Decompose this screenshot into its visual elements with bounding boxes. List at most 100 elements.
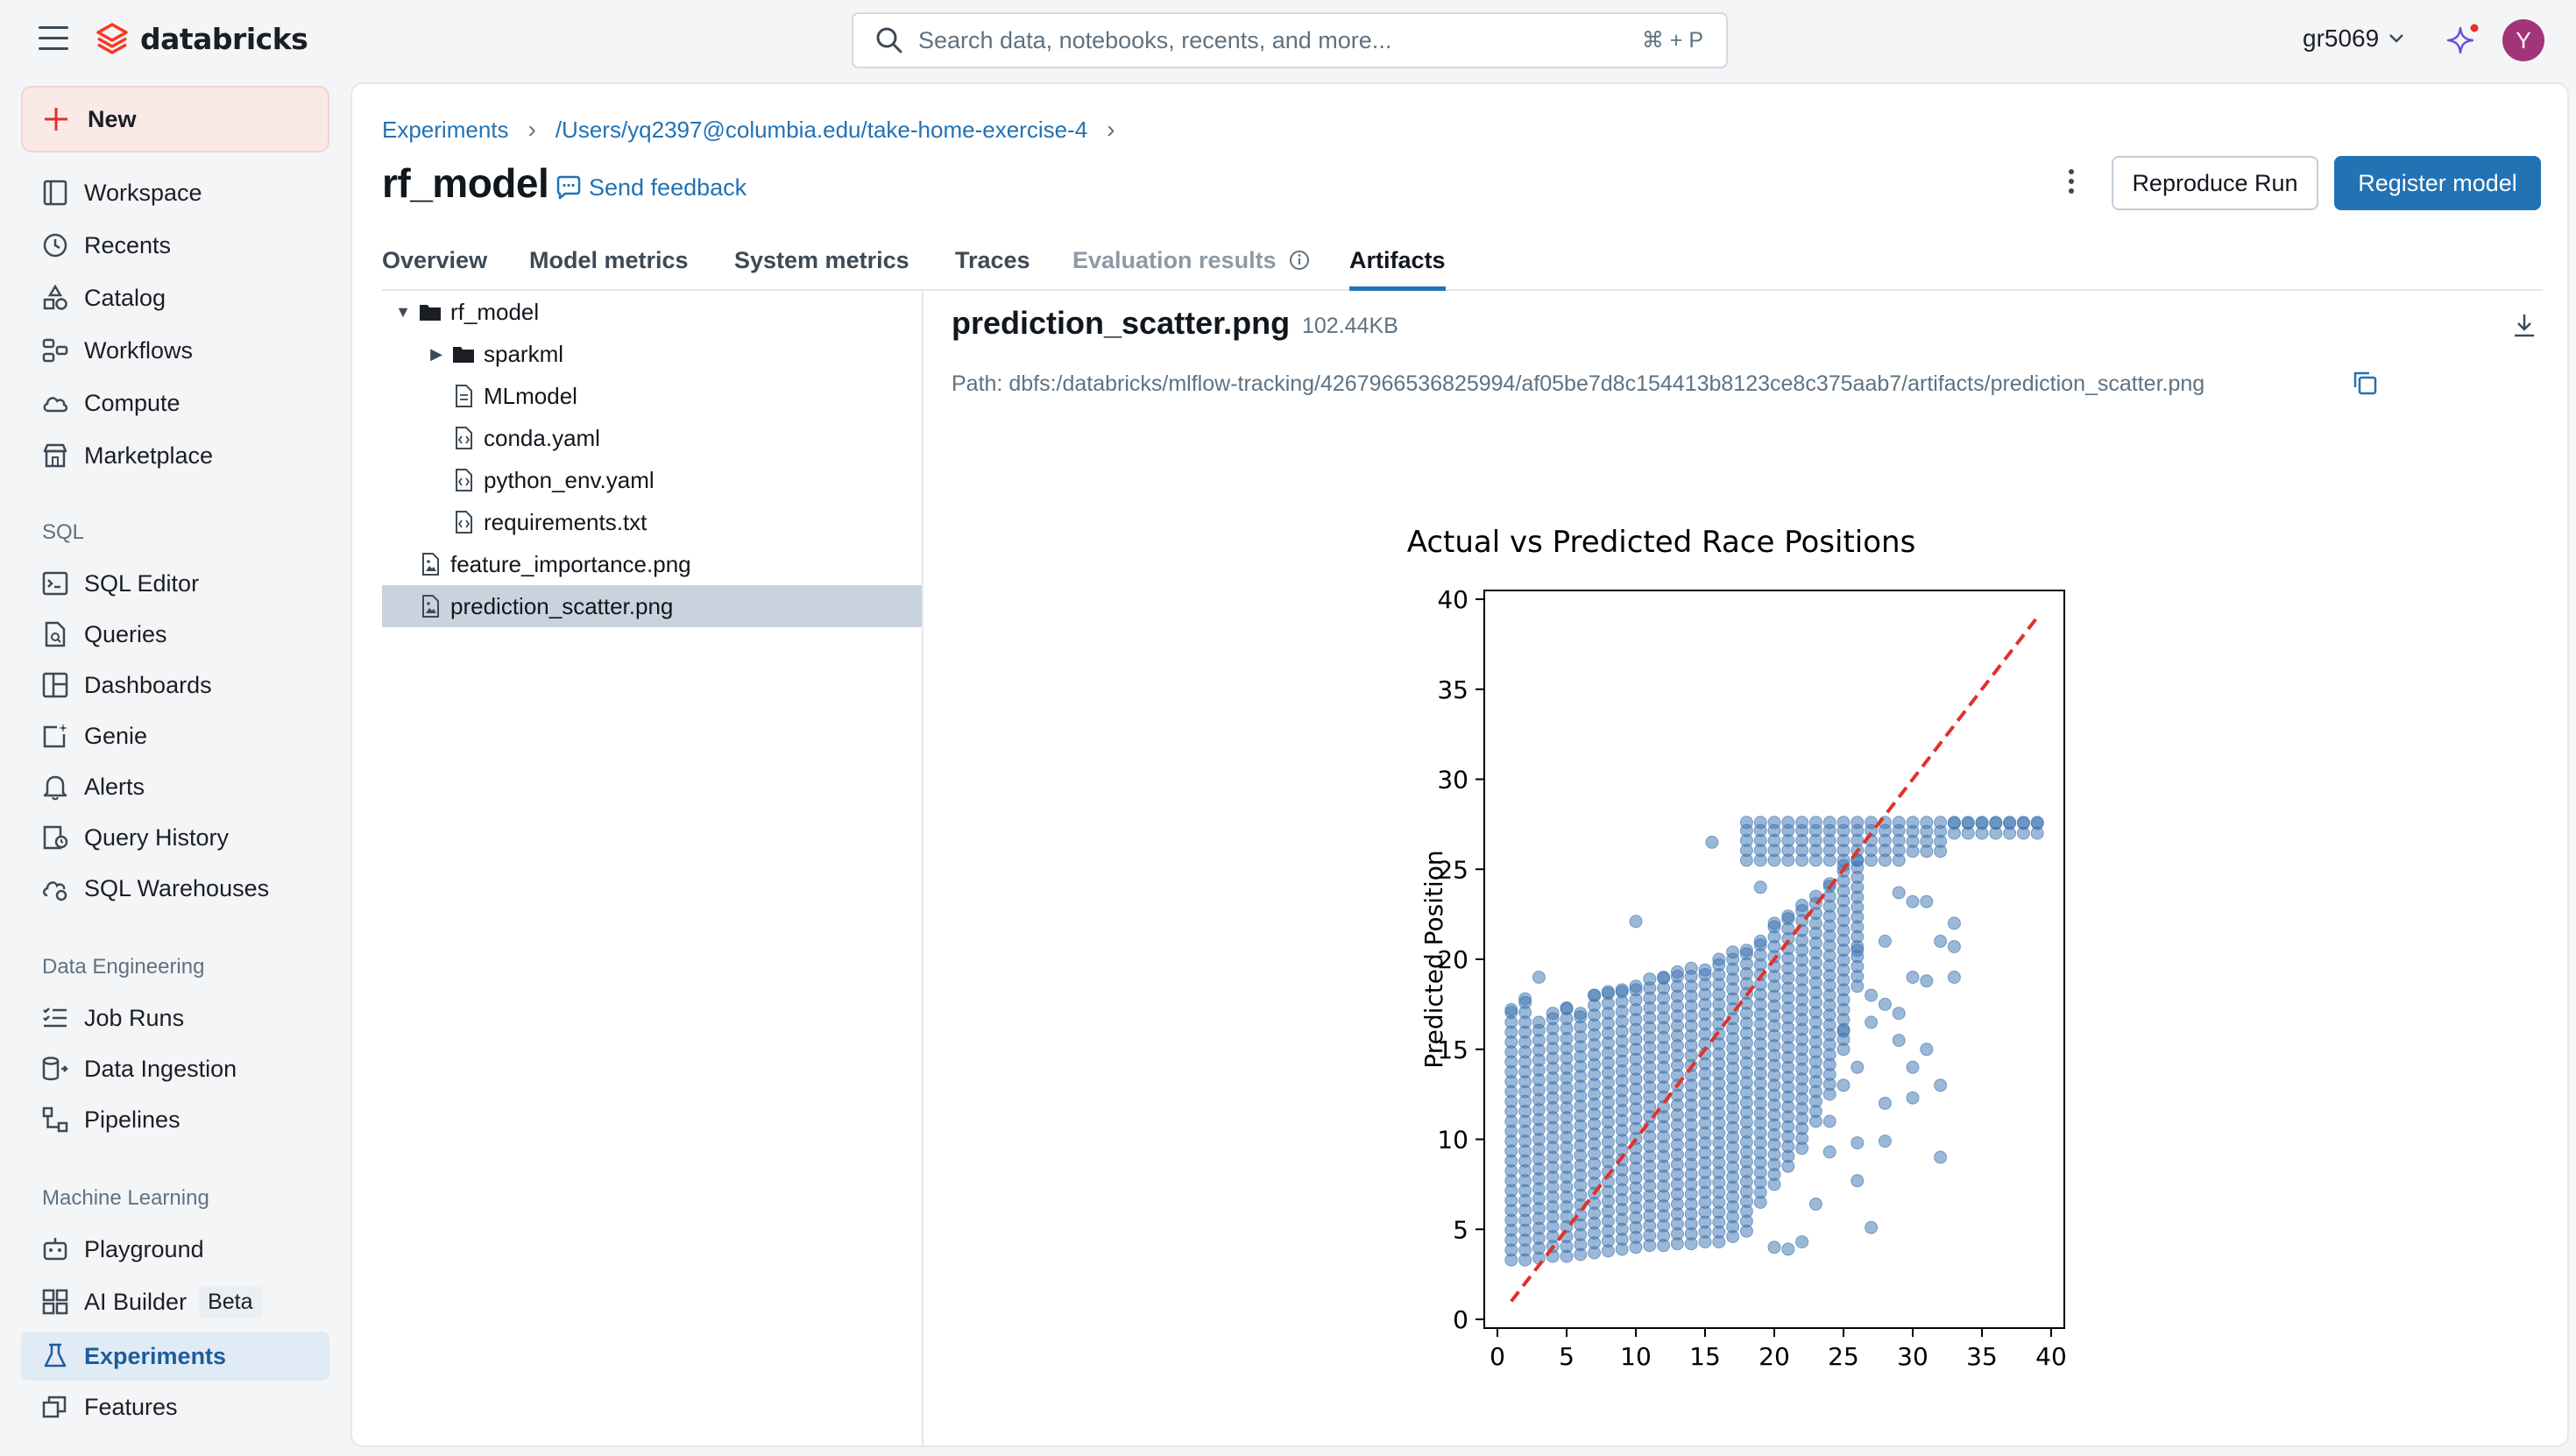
sidebar-item-compute[interactable]: Compute: [21, 378, 329, 428]
image-file-icon: [422, 553, 439, 576]
caret-down-icon: ▼: [395, 302, 411, 321]
sidebar-item-workflows[interactable]: Workflows: [21, 326, 329, 375]
clock-icon: [43, 233, 67, 258]
tree-item-label: requirements.txt: [484, 508, 648, 535]
scatter-point: [1574, 1007, 1588, 1021]
tree-item-label: python_env.yaml: [484, 466, 655, 493]
scatter-point: [1601, 985, 1615, 999]
scatter-point: [1795, 898, 1809, 912]
scatter-point: [1878, 997, 1892, 1011]
sidebar-item-label: Query History: [84, 823, 230, 851]
y-tick-label: 30: [1437, 766, 1468, 795]
sidebar-item-sql-warehouses[interactable]: SQL Warehouses: [21, 864, 329, 913]
reproduce-run-button[interactable]: Reproduce Run: [2112, 156, 2318, 210]
sidebar-item-alerts[interactable]: Alerts: [21, 762, 329, 811]
scatter-point: [1753, 880, 1767, 894]
bell-icon: [43, 775, 67, 801]
breadcrumb-experiments-link[interactable]: Experiments: [382, 116, 509, 143]
top-bar: databricks Search data, notebooks, recen…: [0, 0, 2576, 81]
tree-item-prediction-scatter-png[interactable]: prediction_scatter.png: [382, 585, 922, 627]
tree-item-mlmodel[interactable]: MLmodel: [382, 375, 922, 417]
download-icon[interactable]: [2509, 310, 2539, 340]
code-file-icon: [456, 469, 472, 491]
y-tick-label: 20: [1437, 945, 1468, 974]
sidebar-item-label: SQL Editor: [84, 569, 200, 597]
scatter-point: [1865, 1220, 1879, 1234]
plus-icon: [45, 108, 67, 131]
sidebar-item-genie[interactable]: Genie: [21, 711, 329, 760]
scatter-point: [1892, 1034, 1906, 1047]
workspace-user-dropdown[interactable]: gr5069: [2303, 25, 2405, 53]
scatter-point: [1920, 1043, 1934, 1057]
global-search-input[interactable]: Search data, notebooks, recents, and mor…: [852, 12, 1728, 68]
tab-evaluation-results[interactable]: Evaluation results: [1072, 247, 1311, 291]
scatter-point: [1698, 963, 1712, 977]
artifact-file-size: 102.44KB: [1302, 314, 1398, 338]
cloud-icon: [43, 397, 68, 413]
scatter-point: [1947, 940, 1961, 954]
scatter-point: [1906, 1091, 1920, 1105]
tree-item-rf-model[interactable]: ▼ rf_model: [382, 291, 922, 333]
scatter-point: [1739, 944, 1753, 958]
scatter-point: [1878, 1134, 1892, 1149]
breadcrumb-experiment-link[interactable]: /Users/yq2397@columbia.edu/take-home-exe…: [555, 116, 1088, 143]
sidebar-item-label: Genie: [84, 722, 148, 749]
sidebar-item-dashboards[interactable]: Dashboards: [21, 661, 329, 710]
send-feedback-link[interactable]: Send feedback: [554, 173, 747, 201]
menu-icon[interactable]: [39, 26, 68, 53]
tree-item-label: feature_importance.png: [450, 550, 691, 577]
y-tick-label: 0: [1453, 1305, 1468, 1334]
scatter-point: [1865, 1015, 1879, 1029]
scatter-point: [1906, 971, 1920, 984]
scatter-point: [1836, 1078, 1851, 1092]
tree-item-sparkml[interactable]: ▶ sparkml: [382, 333, 922, 375]
tree-item-feature-importance-png[interactable]: feature_importance.png: [382, 543, 922, 585]
sidebar-item-experiments[interactable]: Experiments: [21, 1332, 329, 1381]
sidebar-item-label: Queries: [84, 620, 167, 647]
scatter-point: [1836, 816, 1851, 830]
new-button-label: New: [88, 105, 137, 132]
register-model-button[interactable]: Register model: [2334, 156, 2541, 210]
sidebar-item-pipelines[interactable]: Pipelines: [21, 1095, 329, 1144]
avatar[interactable]: Y: [2502, 19, 2544, 61]
sidebar-item-playground[interactable]: Playground: [21, 1225, 329, 1274]
tab-traces[interactable]: Traces: [955, 247, 1030, 273]
sidebar-item-catalog[interactable]: Catalog: [21, 273, 329, 322]
sidebar-item-label: Recents: [84, 231, 172, 258]
sidebar-item-features[interactable]: Features: [21, 1382, 329, 1431]
tab-overview[interactable]: Overview: [382, 247, 488, 273]
databricks-logo[interactable]: databricks: [95, 21, 308, 56]
chart-y-axis-label: Predicted Position: [1419, 850, 1448, 1068]
assistant-sparkle-icon[interactable]: [2443, 21, 2481, 60]
chevron-right-icon: ›: [1107, 116, 1115, 143]
tab-system-metrics[interactable]: System metrics: [734, 247, 909, 273]
tree-item-requirements-txt[interactable]: requirements.txt: [382, 501, 922, 543]
sidebar-item-marketplace[interactable]: Marketplace: [21, 431, 329, 480]
sidebar-item-label: Job Runs: [84, 1004, 185, 1031]
tree-item-conda-yaml[interactable]: conda.yaml: [382, 417, 922, 459]
sidebar-item-ai-builder[interactable]: AI Builder Beta: [21, 1277, 329, 1326]
sidebar-item-recents[interactable]: Recents: [21, 221, 329, 270]
scatter-point: [1726, 945, 1740, 959]
tree-item-python-env-yaml[interactable]: python_env.yaml: [382, 459, 922, 501]
new-button[interactable]: New: [21, 86, 329, 152]
copy-icon[interactable]: [2350, 368, 2380, 398]
scatter-point: [1851, 1060, 1865, 1074]
sidebar-item-workspace[interactable]: Workspace: [21, 168, 329, 217]
sidebar-section-data-engineering: Data Engineering: [42, 955, 205, 979]
sidebar-item-queries[interactable]: Queries: [21, 610, 329, 659]
sidebar-item-data-ingestion[interactable]: Data Ingestion: [21, 1044, 329, 1093]
user-name: gr5069: [2303, 25, 2380, 52]
scatter-point: [1892, 816, 1906, 830]
sidebar-item-sql-editor[interactable]: SQL Editor: [21, 559, 329, 608]
sidebar-item-label: Marketplace: [84, 442, 214, 469]
y-tick-label: 35: [1437, 675, 1468, 704]
tab-artifacts[interactable]: Artifacts: [1349, 247, 1446, 291]
sidebar-item-query-history[interactable]: Query History: [21, 813, 329, 862]
more-options-icon[interactable]: [2061, 165, 2082, 200]
scatter-point: [1781, 816, 1795, 830]
sidebar-item-label: Pipelines: [84, 1106, 180, 1133]
sidebar-item-job-runs[interactable]: Job Runs: [21, 993, 329, 1043]
scatter-point: [1532, 971, 1546, 984]
tab-model-metrics[interactable]: Model metrics: [529, 247, 689, 273]
